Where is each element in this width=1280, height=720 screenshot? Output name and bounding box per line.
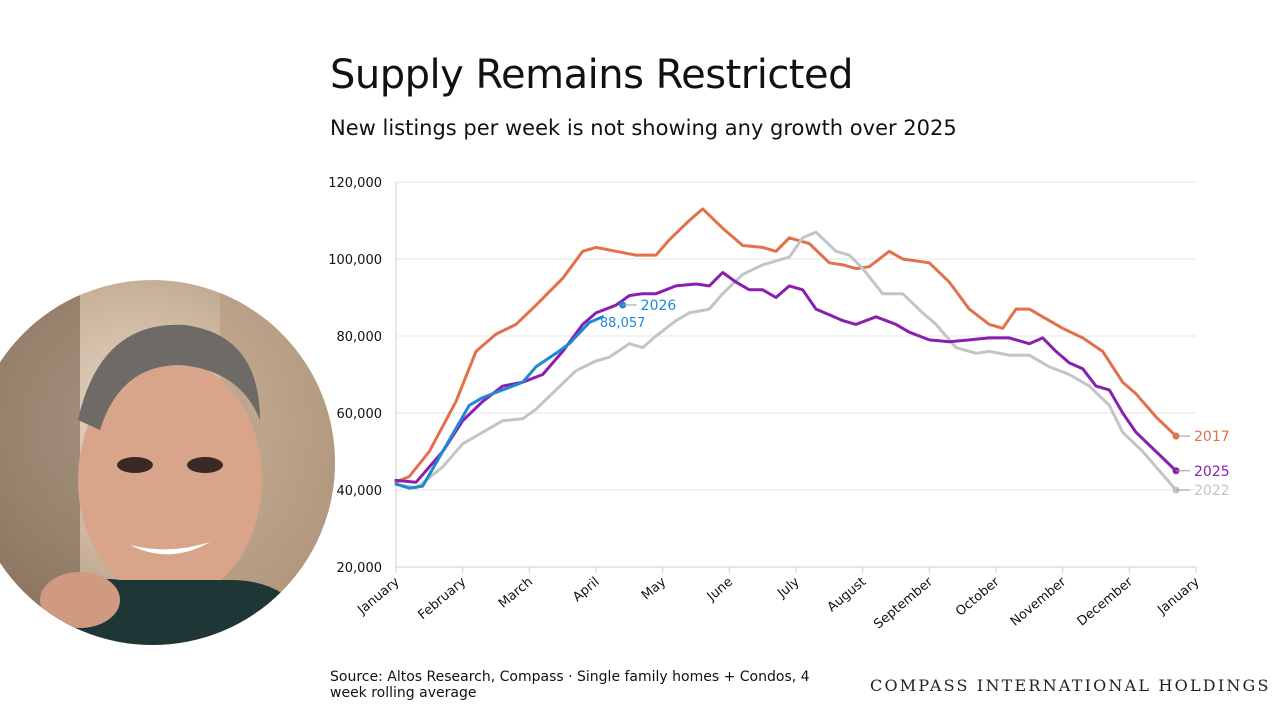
series-label-2026: 2026 bbox=[641, 298, 677, 314]
y-tick-label: 80,000 bbox=[337, 330, 383, 345]
x-tick-label: January bbox=[354, 574, 402, 618]
x-tick-label: December bbox=[1075, 574, 1137, 629]
x-tick-label: October bbox=[953, 574, 1003, 619]
x-tick-label: June bbox=[704, 575, 736, 605]
x-tick-label: August bbox=[825, 575, 869, 616]
x-tick-label: January bbox=[1154, 574, 1202, 618]
series-line-2025 bbox=[394, 271, 1178, 484]
x-tick-label: May bbox=[639, 574, 669, 603]
series-label-2025: 2025 bbox=[1194, 464, 1230, 480]
end-marker-2026 bbox=[619, 301, 627, 309]
series-line-2022 bbox=[394, 230, 1178, 492]
x-tick-label: November bbox=[1008, 574, 1070, 629]
x-tick-label: February bbox=[415, 574, 469, 623]
y-tick-label: 100,000 bbox=[328, 253, 382, 268]
y-tick-label: 120,000 bbox=[328, 176, 382, 191]
y-tick-label: 40,000 bbox=[337, 484, 383, 499]
series-line-2026 bbox=[394, 315, 605, 490]
presenter-webcam bbox=[0, 280, 335, 645]
series-label-2022: 2022 bbox=[1194, 483, 1230, 499]
x-tick-label: April bbox=[570, 575, 602, 606]
series-label-2017: 2017 bbox=[1194, 429, 1230, 445]
series-line-2017 bbox=[394, 207, 1178, 484]
y-tick-label: 60,000 bbox=[337, 407, 383, 422]
x-tick-label: September bbox=[871, 574, 936, 632]
x-tick-label: March bbox=[496, 575, 536, 612]
presenter-portrait bbox=[0, 280, 335, 645]
chart-title: Supply Remains Restricted bbox=[330, 52, 854, 98]
brand-wordmark: COMPASS INTERNATIONAL HOLDINGS bbox=[870, 676, 1271, 695]
line-chart: 20,000 40,000 60,000 80,000 100,000 120,000 Ja… bbox=[328, 176, 1230, 632]
chart-subtitle: New listings per week is not showing any… bbox=[330, 116, 957, 140]
source-note: Source: Altos Research, Compass · Single… bbox=[330, 669, 810, 701]
value-label-2026: 88,057 bbox=[600, 316, 646, 331]
y-tick-label: 20,000 bbox=[337, 561, 383, 576]
x-tick-label: July bbox=[774, 574, 803, 601]
